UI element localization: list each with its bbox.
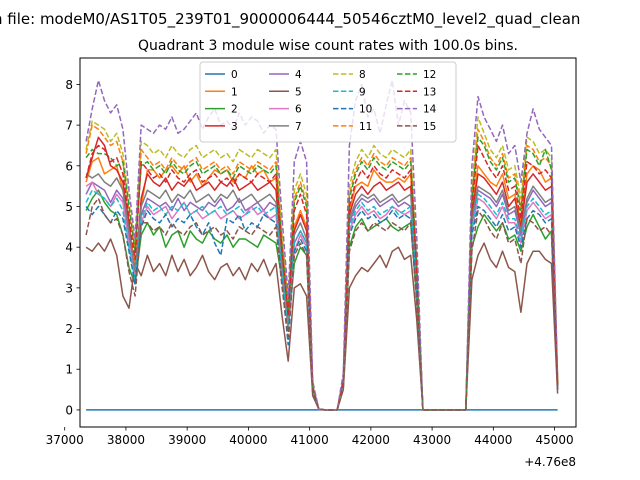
y-tick-label: 5 bbox=[65, 200, 73, 214]
legend-label-13: 13 bbox=[423, 86, 436, 98]
chart-title: Quadrant 3 module wise count rates with … bbox=[138, 38, 518, 54]
x-tick-label: 44000 bbox=[474, 433, 512, 447]
legend-label-14: 14 bbox=[423, 104, 437, 116]
x-tick-label: 37000 bbox=[46, 433, 84, 447]
y-tick-label: 0 bbox=[65, 403, 73, 417]
legend-label-2: 2 bbox=[231, 104, 238, 116]
legend-label-9: 9 bbox=[359, 86, 366, 98]
legend-label-12: 12 bbox=[423, 69, 436, 81]
legend-label-1: 1 bbox=[231, 86, 238, 98]
y-tick-label: 4 bbox=[65, 241, 73, 255]
legend-box bbox=[199, 61, 457, 143]
legend-label-0: 0 bbox=[231, 69, 238, 81]
figure-suptitle: n file: modeM0/AS1T05_239T01_9000006444_… bbox=[0, 10, 580, 29]
legend-label-15: 15 bbox=[423, 121, 436, 133]
y-tick-label: 8 bbox=[65, 78, 73, 92]
legend-label-10: 10 bbox=[359, 104, 372, 116]
legend-label-4: 4 bbox=[295, 69, 302, 81]
x-offset-label: +4.76e8 bbox=[524, 455, 576, 469]
y-tick-label: 1 bbox=[65, 363, 73, 377]
x-tick-label: 38000 bbox=[107, 433, 145, 447]
axes-frame bbox=[79, 57, 577, 428]
y-tick-label: 7 bbox=[65, 119, 73, 133]
x-tick-label: 40000 bbox=[229, 433, 267, 447]
x-tick-label: 43000 bbox=[413, 433, 451, 447]
series-line-12 bbox=[85, 136, 559, 411]
y-tick-label: 3 bbox=[65, 281, 73, 295]
legend-label-7: 7 bbox=[295, 121, 302, 133]
legend-label-3: 3 bbox=[231, 121, 238, 133]
series-line-14 bbox=[85, 79, 559, 411]
plot-area bbox=[85, 79, 559, 411]
x-tick-label: 39000 bbox=[168, 433, 206, 447]
legend-label-8: 8 bbox=[359, 69, 366, 81]
y-tick-label: 2 bbox=[65, 322, 73, 336]
axis-ticks: 37000 38000 39000 40000 41000 42000 43000 44000… bbox=[46, 78, 574, 447]
y-tick-label: 6 bbox=[65, 159, 73, 173]
legend-label-5: 5 bbox=[295, 86, 302, 98]
x-tick-label: 45000 bbox=[535, 433, 573, 447]
x-tick-label: 42000 bbox=[352, 433, 390, 447]
series-line-15 bbox=[85, 197, 559, 411]
x-tick-label: 41000 bbox=[291, 433, 329, 447]
legend-label-6: 6 bbox=[295, 104, 302, 116]
legend-label-11: 11 bbox=[359, 121, 372, 133]
